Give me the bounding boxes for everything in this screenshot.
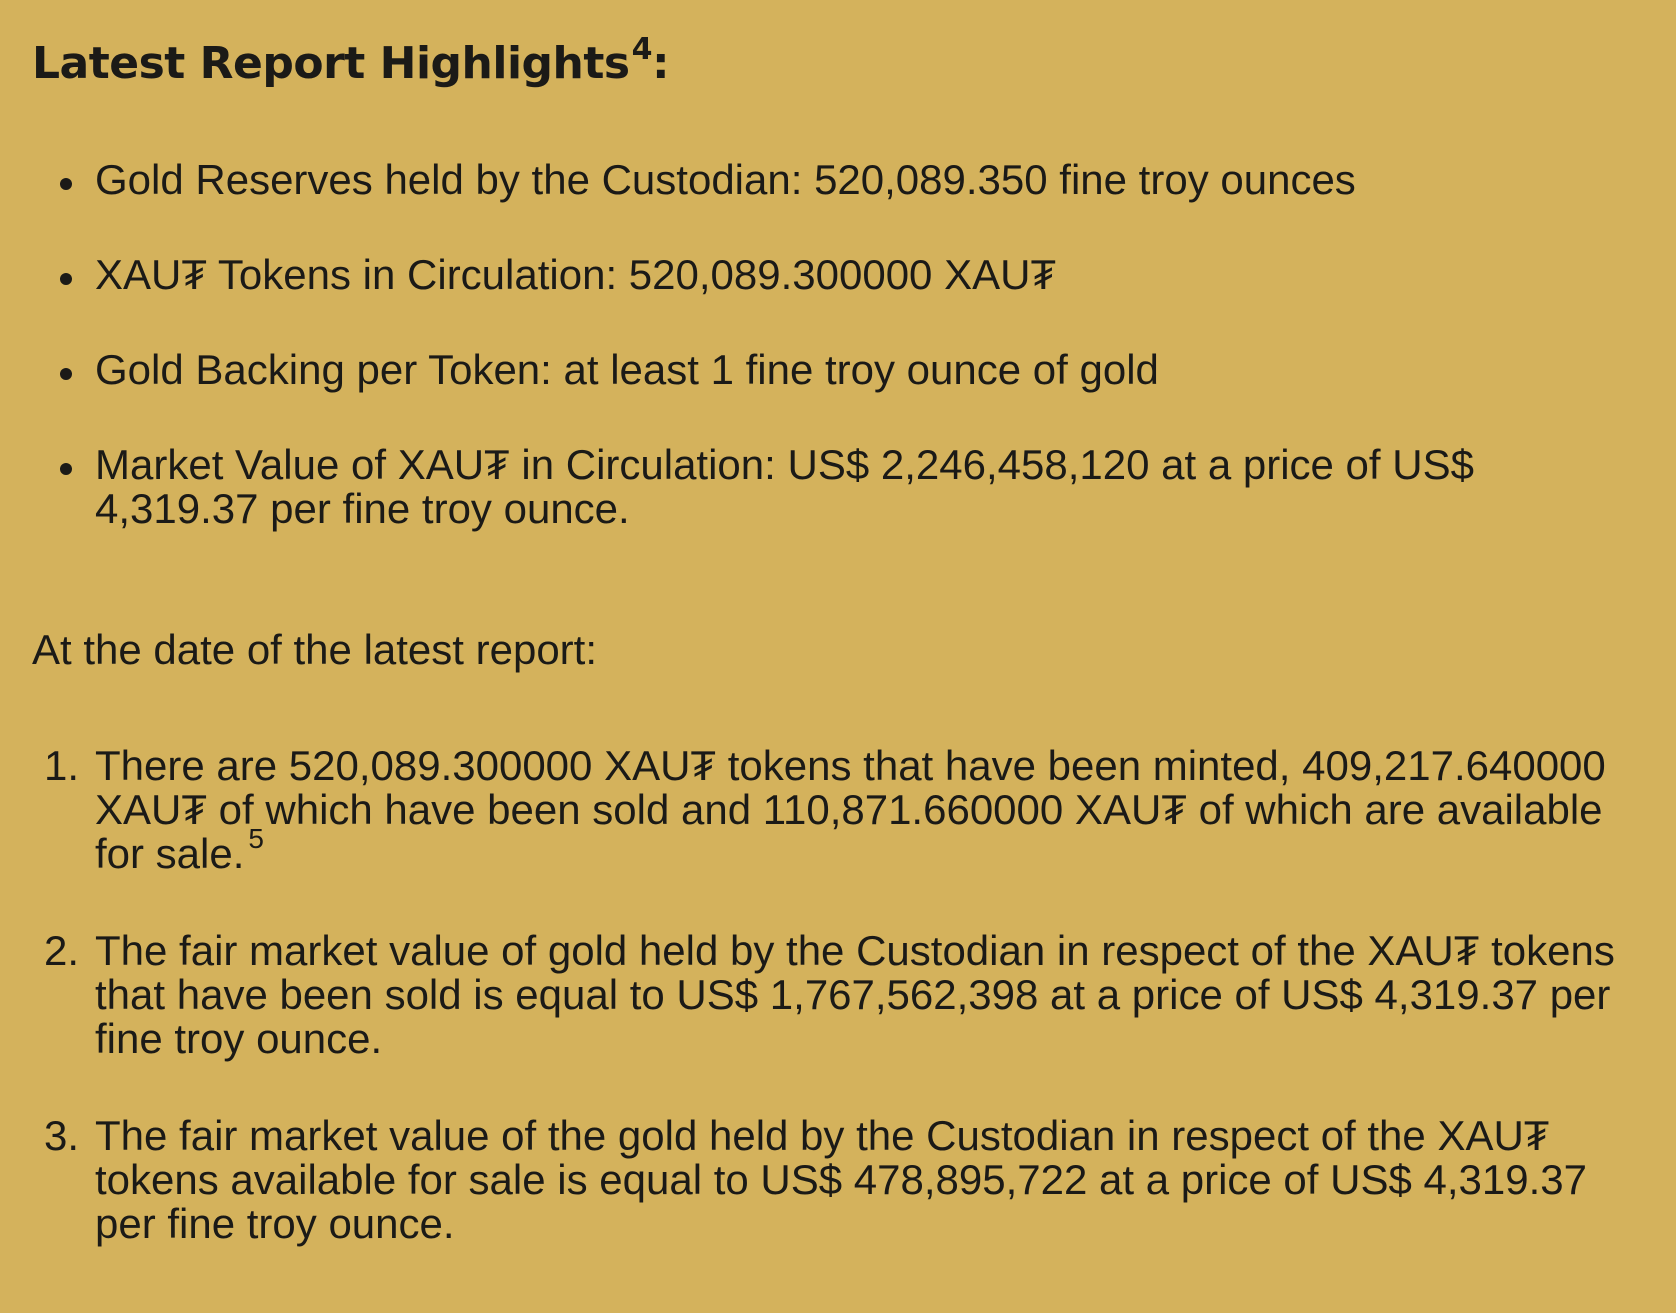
detail-text: The fair market value of gold held by th… — [95, 927, 1615, 1062]
highlight-item-tokens-in-circulation: XAU₮ Tokens in Circulation: 520,089.3000… — [32, 253, 1642, 297]
highlight-item-gold-reserves: Gold Reserves held by the Custodian: 520… — [32, 158, 1642, 202]
bullet-icon — [60, 463, 72, 475]
title-footnote-marker: 4 — [631, 32, 653, 68]
bullet-icon — [60, 368, 72, 380]
report-highlights-panel: Latest Report Highlights4: Gold Reserves… — [32, 28, 1642, 1246]
highlight-text: XAU₮ Tokens in Circulation: 520,089.3000… — [95, 251, 1057, 298]
detail-item-minted-tokens: 1. There are 520,089.300000 XAU₮ tokens … — [32, 744, 1642, 876]
highlight-item-market-value: Market Value of XAU₮ in Circulation: US$… — [32, 443, 1642, 531]
highlights-list: Gold Reserves held by the Custodian: 520… — [32, 158, 1642, 582]
bullet-icon — [60, 273, 72, 285]
detail-text: There are 520,089.300000 XAU₮ tokens tha… — [95, 742, 1606, 877]
page-title: Latest Report Highlights4: — [32, 28, 1642, 100]
title-colon: : — [651, 38, 670, 89]
list-number: 3. — [44, 1112, 80, 1159]
highlight-text: Gold Reserves held by the Custodian: 520… — [95, 156, 1356, 203]
detail-text: The fair market value of the gold held b… — [95, 1112, 1587, 1247]
title-text: Latest Report Highlights — [32, 38, 630, 89]
highlight-text: Market Value of XAU₮ in Circulation: US$… — [95, 441, 1474, 532]
detail-footnote-marker: 5 — [248, 823, 264, 855]
highlight-item-gold-backing: Gold Backing per Token: at least 1 fine … — [32, 348, 1642, 392]
list-number: 1. — [44, 742, 80, 789]
bullet-icon — [60, 178, 72, 190]
detail-item-sold-value: 2. The fair market value of gold held by… — [32, 929, 1642, 1061]
report-date-intro: At the date of the latest report: — [32, 626, 598, 673]
details-list: 1. There are 520,089.300000 XAU₮ tokens … — [32, 744, 1642, 1299]
list-number: 2. — [44, 927, 80, 974]
detail-item-available-value: 3. The fair market value of the gold hel… — [32, 1114, 1642, 1246]
highlight-text: Gold Backing per Token: at least 1 fine … — [95, 346, 1159, 393]
